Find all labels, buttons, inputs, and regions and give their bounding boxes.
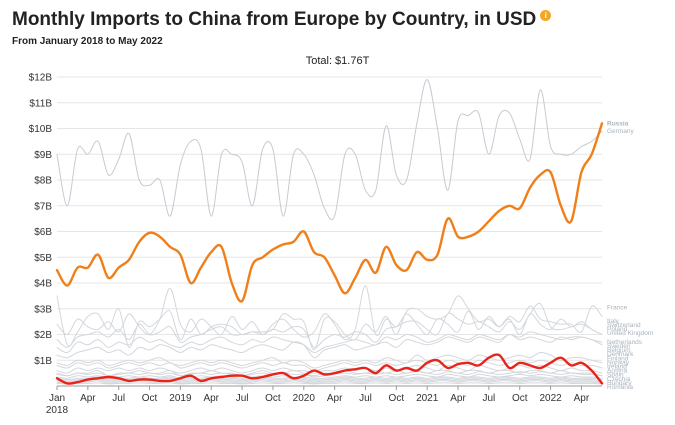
x-tick-label: 2020 [293, 393, 316, 404]
y-tick-label: $8B [34, 176, 52, 187]
y-tick-label: $6B [34, 227, 52, 238]
info-icon[interactable]: i [540, 10, 552, 21]
series-end-label: Switzerland [607, 322, 641, 329]
y-tick-label: $2B [34, 330, 52, 341]
series-line-czechia[interactable] [56, 380, 603, 384]
x-tick-label: Oct [512, 393, 528, 404]
series-line-ireland[interactable] [56, 376, 603, 381]
series-end-label: Austria [607, 368, 628, 375]
y-tick-label: $4B [34, 279, 52, 290]
series-end-label: Finland [607, 355, 629, 362]
series-end-label: Netherlands [607, 339, 643, 346]
x-tick-label: 2019 [169, 393, 192, 404]
x-tick-label: Apr [203, 393, 219, 404]
chart-subtitle: From January 2018 to May 2022 [12, 36, 163, 47]
x-tick-label: Oct [389, 393, 405, 404]
x-tick-label: Oct [142, 393, 158, 404]
x-tick-label: Apr [80, 393, 96, 404]
series-end-label: Czechia [607, 376, 631, 383]
y-tick-label: $12B [29, 73, 53, 84]
series-line-germany[interactable] [56, 79, 603, 221]
series-end-label: France [607, 304, 628, 311]
x-tick-label: 2021 [416, 393, 439, 404]
series-end-label: Ireland [607, 364, 627, 371]
series-end-label: Hungary [607, 380, 632, 387]
x-tick-label: Apr [450, 393, 466, 404]
x-tick-label: 2022 [539, 393, 562, 404]
y-tick-label: $10B [29, 124, 53, 135]
x-tick-label: Apr [327, 393, 343, 404]
series-line-norway[interactable] [56, 373, 603, 379]
series-lines [55, 79, 604, 385]
x-tick-label: Jan [49, 393, 65, 404]
chart-title-text: Monthly Imports to China from Europe by … [12, 9, 537, 30]
series-line-hungary[interactable] [55, 353, 604, 385]
series-end-label: Romania [607, 384, 633, 391]
y-axis: $1B $2B $3B $4B $5B $6B $7B $8B $9B $10B $11B $12B [29, 73, 53, 367]
x-tick-label: Oct [265, 393, 281, 404]
x-tick-label: Jul [359, 393, 372, 404]
x-tick-label: Jul [112, 393, 125, 404]
x-tick-label: Jul [482, 393, 495, 404]
series-end-label: Germany [607, 128, 634, 135]
y-tick-label: $5B [34, 253, 52, 264]
series-line-sweden[interactable] [56, 359, 603, 372]
y-tick-label: $7B [34, 201, 52, 212]
series-end-label: Belgium [607, 347, 630, 354]
series-line-romania[interactable] [56, 382, 603, 385]
series-end-label: Russia [607, 120, 629, 127]
y-tick-label: $3B [34, 304, 52, 315]
series-end-label: Poland [607, 326, 628, 333]
series-line-italy[interactable] [56, 302, 603, 349]
chart-title: Monthly Imports to China from Europe by … [12, 9, 552, 31]
y-tick-label: $11B [29, 98, 52, 109]
series-line-spain[interactable] [56, 378, 603, 383]
series-line-united-kingdom[interactable] [56, 331, 603, 354]
series-end-label: Italy [607, 318, 620, 325]
y-tick-label: $9B [34, 150, 52, 161]
series-line-france[interactable] [56, 295, 603, 351]
total-annotation: Total: $1.76T [305, 55, 370, 67]
series-line-switzerland[interactable] [56, 285, 603, 341]
series-end-label: United Kingdom [607, 330, 653, 337]
series-end-label: Denmark [607, 351, 634, 358]
series-end-label: Norway [607, 359, 630, 366]
x-tick-label: Jul [236, 393, 249, 404]
y-tick-label: $1B [34, 356, 52, 367]
series-end-label: Spain [607, 372, 624, 379]
series-line-netherlands[interactable] [56, 351, 603, 369]
series-end-label: Sweden [607, 343, 631, 350]
x-tick-label: Apr [574, 393, 590, 404]
x-tick-label: 2018 [46, 405, 69, 416]
series-line-russia[interactable] [55, 122, 604, 303]
